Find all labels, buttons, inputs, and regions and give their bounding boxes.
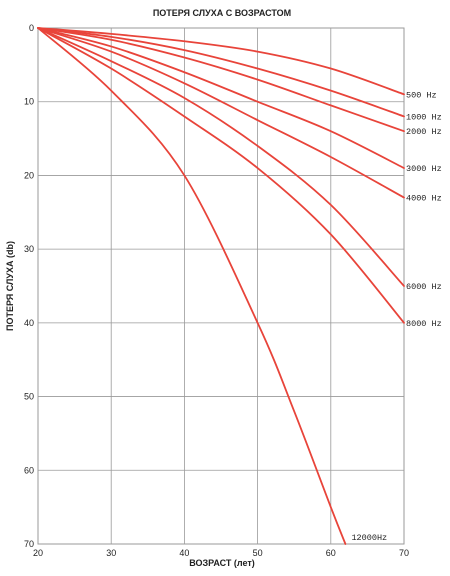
series-label: 6000 Hz <box>406 282 442 292</box>
x-tick-label: 40 <box>179 548 189 558</box>
x-tick-label: 20 <box>33 548 43 558</box>
series-label: 3000 Hz <box>406 164 442 174</box>
series-line <box>37 27 405 324</box>
x-tick-label: 60 <box>326 548 336 558</box>
series-line <box>37 27 405 118</box>
plot-area-border <box>37 27 405 545</box>
series-label: 500 Hz <box>406 90 437 100</box>
series-line <box>37 27 405 287</box>
series-line <box>37 27 405 96</box>
y-axis-ticks: 0 10 20 30 40 50 60 70 <box>24 23 34 549</box>
x-axis-label: ВОЗРАСТ (лет) <box>189 558 255 568</box>
series-line <box>37 27 405 199</box>
series-line <box>37 27 347 545</box>
y-tick-label: 30 <box>24 244 34 254</box>
x-tick-label: 30 <box>106 548 116 558</box>
series-lines <box>37 27 405 545</box>
series-label: 8000 Hz <box>406 319 442 329</box>
series-labels: 500 Hz 1000 Hz 2000 Hz 3000 Hz 4000 Hz 6000 H… <box>351 90 441 543</box>
series-label: 2000 Hz <box>406 127 442 137</box>
y-axis-label: ПОТЕРЯ СЛУХА (db) <box>5 241 15 331</box>
y-tick-label: 50 <box>24 392 34 402</box>
y-tick-label: 20 <box>24 170 34 180</box>
chart-grid <box>38 28 404 544</box>
x-axis-ticks: 20 30 40 50 60 70 <box>33 548 409 558</box>
y-tick-label: 70 <box>24 539 34 549</box>
x-tick-label: 70 <box>399 548 409 558</box>
y-tick-label: 60 <box>24 465 34 475</box>
chart-title: ПОТЕРЯ СЛУХА С ВОЗРАСТОМ <box>153 8 291 18</box>
series-label: 1000 Hz <box>406 112 442 122</box>
y-tick-label: 40 <box>24 318 34 328</box>
series-label: 4000 Hz <box>406 194 442 204</box>
y-tick-label: 0 <box>29 23 34 33</box>
series-label: 12000Hz <box>351 533 387 543</box>
series-line <box>37 27 405 133</box>
x-tick-label: 50 <box>253 548 263 558</box>
series-line <box>37 27 405 169</box>
y-tick-label: 10 <box>24 97 34 107</box>
